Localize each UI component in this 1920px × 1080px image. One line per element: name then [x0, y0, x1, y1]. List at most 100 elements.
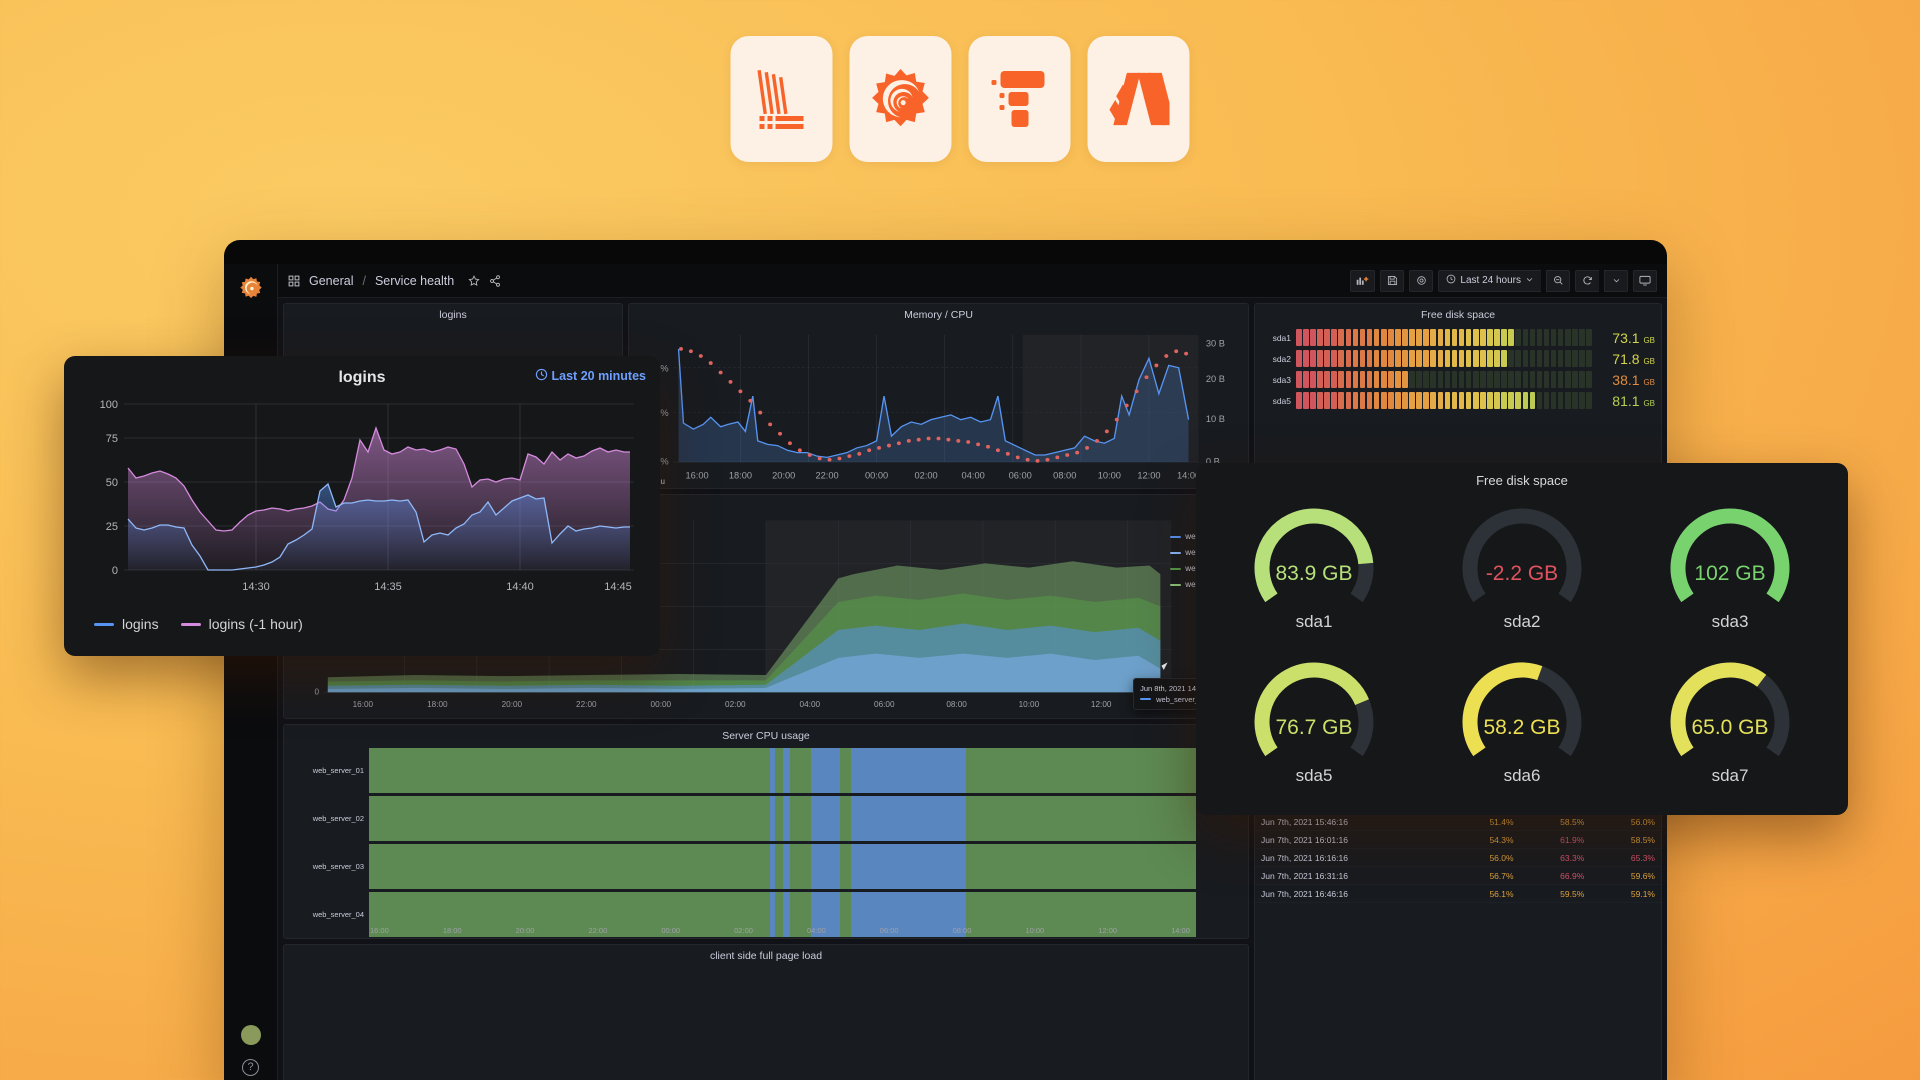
gauge-cell[interactable]: 76.7 GB sda5 [1210, 646, 1418, 800]
table-row[interactable]: Jun 7th, 2021 16:31:16 56.7% 66.9% 59.6% [1255, 866, 1661, 885]
panel-free-disk-bargauge[interactable]: Free disk space sda1 73.1 GB sda2 71.8 GB sd… [1254, 303, 1662, 489]
timeline-segment [930, 747, 949, 793]
help-icon[interactable]: ? [242, 1059, 259, 1076]
table-cell: 66.9% [1519, 866, 1591, 885]
table-row[interactable]: Jun 7th, 2021 16:46:16 56.1% 59.5% 59.1% [1255, 884, 1661, 903]
star-icon[interactable] [468, 274, 480, 287]
xaxis-tick: 12:00 [1098, 926, 1118, 935]
user-avatar[interactable] [240, 1025, 261, 1045]
loki-icon-tile[interactable] [730, 36, 833, 162]
bargauge-cell [1522, 371, 1529, 388]
time-range-picker[interactable]: Last 24 hours [1438, 269, 1541, 292]
grafana-logo-icon[interactable] [239, 276, 263, 300]
bargauge-cell [1395, 392, 1401, 409]
tooltip-time: Jun 8th, 2021 14:42:00 [1140, 683, 1217, 693]
server-cpu-row[interactable]: web_server_01 [284, 746, 1196, 794]
bargauge-cell [1423, 350, 1429, 367]
bargauge-cell [1572, 350, 1578, 367]
popup-logins-time-range[interactable]: Last 20 minutes [535, 368, 646, 384]
tempo-icon [991, 69, 1049, 129]
bargauge-row[interactable]: sda1 73.1 GB [1255, 327, 1661, 348]
panel-logins-title: logins [439, 309, 467, 321]
gear-icon[interactable] [1409, 269, 1434, 292]
popup-logins-legend: logins logins (-1 hour) [78, 616, 646, 632]
table-row[interactable]: Jun 7th, 2021 16:16:16 56.0% 63.3% 65.3% [1255, 848, 1661, 867]
gauge-cell[interactable]: 58.2 GB sda6 [1418, 646, 1626, 800]
popup-logins-legend-item[interactable]: logins [94, 616, 159, 632]
svg-text:16:00: 16:00 [353, 700, 374, 709]
grafana-icon-tile[interactable] [849, 36, 952, 162]
server-cpu-row[interactable]: web_server_02 [284, 794, 1196, 842]
svg-text:02:00: 02:00 [915, 471, 938, 481]
zoom-out-icon[interactable] [1546, 269, 1570, 292]
svg-text:0: 0 [112, 565, 118, 577]
save-icon[interactable] [1380, 269, 1405, 292]
bargauge-row[interactable]: sda2 71.8 GB [1255, 348, 1661, 369]
add-panel-icon[interactable] [1350, 269, 1376, 292]
refresh-interval-chevron-icon[interactable] [1604, 269, 1628, 292]
timeline-segment [789, 891, 812, 937]
timeline-segment [657, 891, 668, 937]
tv-mode-icon[interactable] [1633, 269, 1657, 292]
timeline-segment [1004, 747, 1025, 793]
bargauge-cell [1296, 371, 1302, 388]
timeline-segment [782, 747, 790, 793]
tempo-icon-tile[interactable] [968, 36, 1071, 162]
panel-memory-cpu[interactable]: Memory / CPU [628, 303, 1249, 489]
mimir-icon-tile[interactable] [1087, 36, 1190, 162]
bargauge-cell [1437, 350, 1444, 367]
timeline-segment [560, 843, 627, 889]
timeline-segment [930, 843, 949, 889]
bargauge-cell [1465, 350, 1472, 367]
bargauge-cell [1409, 350, 1415, 367]
bargauge-cell [1444, 329, 1451, 346]
bargauge-cell [1515, 371, 1521, 388]
server-cpu-row[interactable]: web_server_03 [284, 842, 1196, 890]
timeline-segment [948, 747, 967, 793]
panel-server-cpu[interactable]: Server CPU usage web_server_01 web_server… [283, 724, 1249, 939]
bargauge-cell [1345, 392, 1352, 409]
table-row[interactable]: Jun 7th, 2021 15:46:16 51.4% 58.5% 56.0% [1255, 812, 1661, 831]
gauge-cell[interactable]: -2.2 GB sda2 [1418, 492, 1626, 646]
table-row[interactable]: Jun 7th, 2021 16:01:16 54.3% 61.9% 58.5% [1255, 830, 1661, 849]
panel-page-load[interactable]: client side full page load [283, 944, 1249, 1080]
bargauge-cell [1437, 329, 1444, 346]
popup-logins-legend-item[interactable]: logins (-1 hour) [180, 616, 303, 632]
server-cpu-row[interactable]: web_server_04 [284, 890, 1196, 938]
bargauge-cell [1543, 371, 1550, 388]
xaxis-tick: 10:00 [1025, 926, 1045, 935]
breadcrumb-dashboard[interactable]: Service health [374, 273, 455, 288]
table-cell: 58.5% [1519, 812, 1591, 831]
timeline-segment [850, 747, 869, 793]
dashboards-grid-icon[interactable] [288, 275, 300, 287]
bargauge-cell [1352, 371, 1359, 388]
refresh-icon[interactable] [1575, 269, 1599, 292]
popup-free-disk-title: Free disk space [1476, 473, 1568, 488]
gauge-cell[interactable]: 83.9 GB sda1 [1210, 492, 1418, 646]
bargauge-cell [1579, 350, 1585, 367]
gauge-label: sda3 [1711, 612, 1749, 631]
timeline-segment [498, 747, 561, 793]
bargauge-cell [1501, 392, 1507, 409]
bargauge-cell [1550, 329, 1557, 346]
svg-text:14:30: 14:30 [242, 581, 270, 593]
gauge-cell[interactable]: 65.0 GB sda7 [1626, 646, 1834, 800]
timeline-segment [885, 843, 910, 889]
timeline-segment [1148, 891, 1180, 937]
logins-chart: 0 25 50 75 100 14:30 14:35 14:40 14:45 [100, 399, 634, 593]
timeline-segment [774, 747, 783, 793]
svg-text:06:00: 06:00 [874, 700, 895, 709]
bargauge-row[interactable]: sda3 38.1 GB [1255, 369, 1661, 390]
timeline-segment [1024, 891, 1083, 937]
gauge-cell[interactable]: 102 GB sda3 [1626, 492, 1834, 646]
popup-logins-panel[interactable]: logins Last 20 minutes [64, 356, 660, 656]
popup-free-disk-panel[interactable]: Free disk space 83.9 GB sda1 -2.2 GB sda2 10… [1196, 463, 1848, 815]
breadcrumb-folder[interactable]: General [309, 273, 354, 288]
bargauge-cell [1451, 371, 1458, 388]
svg-text:00:00: 00:00 [651, 700, 672, 709]
svg-text:20:00: 20:00 [772, 471, 795, 481]
timeline-segment [868, 891, 886, 937]
share-icon[interactable] [489, 274, 501, 287]
bargauge-cell [1522, 350, 1529, 367]
bargauge-row[interactable]: sda5 81.1 GB [1255, 390, 1661, 411]
